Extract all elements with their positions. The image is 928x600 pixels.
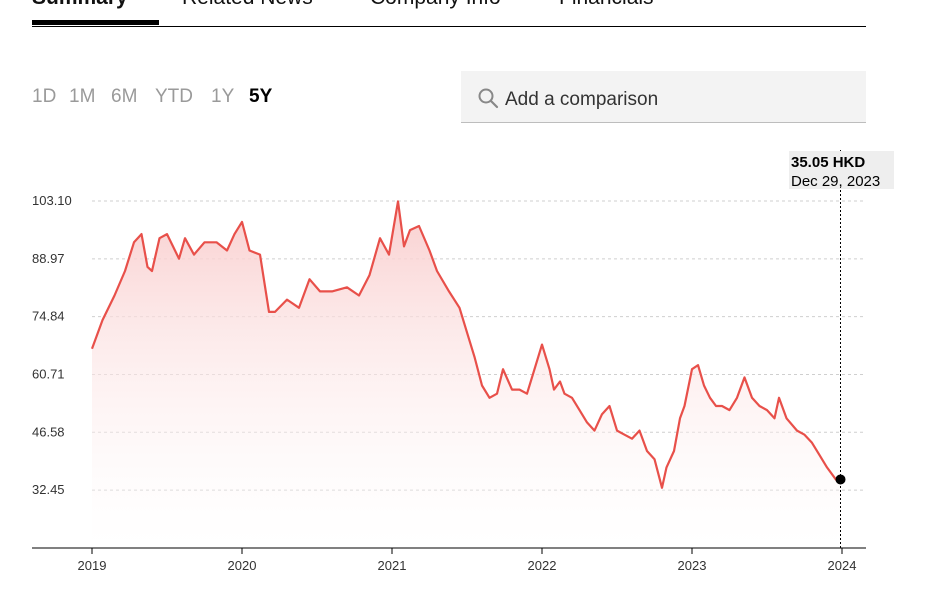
range-1y-button[interactable]: 1Y (211, 86, 235, 107)
price-area-fill (92, 201, 841, 548)
x-tick-label: 2019 (78, 558, 107, 573)
range-1m-button[interactable]: 1M (69, 86, 96, 107)
range-6m-button[interactable]: 6M (111, 86, 138, 107)
price-series-line (90, 200, 841, 489)
search-icon (478, 88, 499, 109)
tab-financials[interactable]: Financials (559, 0, 654, 10)
x-tick-label: 2024 (828, 558, 857, 573)
range-5y-button[interactable]: 5Y (249, 86, 273, 107)
x-tick-label: 2020 (228, 558, 257, 573)
range-1d-button[interactable]: 1D (32, 86, 57, 107)
y-tick-label: 32.45 (32, 482, 65, 497)
tab-company-info[interactable]: Company Info (370, 0, 501, 10)
x-tick-label: 2021 (378, 558, 407, 573)
y-tick-label: 88.97 (32, 251, 65, 266)
tooltip-box (789, 151, 894, 189)
x-tick-label: 2023 (678, 558, 707, 573)
x-tick-label: 2022 (528, 558, 557, 573)
y-tick-label: 46.58 (32, 424, 65, 439)
tab-summary[interactable]: Summary (32, 0, 128, 10)
tab-company-info-label: Company Info (370, 0, 501, 9)
range-ytd-button[interactable]: YTD (155, 86, 193, 107)
y-tick-label: 60.71 (32, 366, 65, 381)
tooltip-date: Dec 29, 2023 (791, 173, 880, 190)
tab-related-news-label: Related News (182, 0, 313, 9)
tab-bar: Summary Related News Company Info Financ… (32, 0, 866, 27)
last-price-marker (835, 474, 846, 485)
y-tick-label: 103.10 (32, 193, 72, 208)
tab-summary-label: Summary (32, 0, 128, 9)
tab-related-news[interactable]: Related News (182, 0, 313, 10)
active-tab-underline (32, 20, 159, 25)
tooltip-price: 35.05 HKD (791, 154, 865, 171)
add-comparison-input[interactable]: Add a comparison (461, 71, 866, 123)
add-comparison-placeholder: Add a comparison (505, 89, 659, 110)
tab-financials-label: Financials (559, 0, 654, 9)
y-tick-label: 74.84 (32, 309, 65, 324)
